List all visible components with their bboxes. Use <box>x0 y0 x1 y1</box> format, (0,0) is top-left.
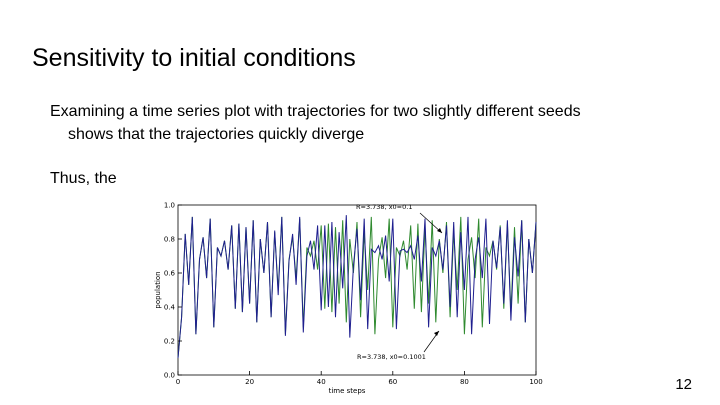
page-number: 12 <box>675 376 692 393</box>
bullet-text-2: Thus, the <box>50 170 117 187</box>
annotation-bottom: R=3.738, x0=0.1001 <box>357 353 426 361</box>
x-tick-label: 60 <box>388 378 397 386</box>
y-tick-label: 0.2 <box>164 338 175 346</box>
x-tick-label: 80 <box>460 378 469 386</box>
annotation-top-arrowhead <box>437 228 442 233</box>
time-series-figure: 0 20 40 60 80 100 0.0 0.2 0.4 0.6 0.8 1.0 time steps… <box>124 183 554 397</box>
time-series-chart: 0 20 40 60 80 100 0.0 0.2 0.4 0.6 0.8 1.0 time steps… <box>154 202 543 396</box>
x-axis-label: time steps <box>329 387 366 395</box>
plot-frame <box>177 204 537 376</box>
annotation-top: R=3.738, x0=0.1 <box>356 203 412 211</box>
x-tick-label: 20 <box>245 378 254 386</box>
x-tick-label: 100 <box>529 378 542 386</box>
annotation-bottom-arrowhead <box>434 331 439 336</box>
y-tick-label: 0.0 <box>164 372 175 380</box>
bullet-text-1-continued: shows that the trajectories quickly dive… <box>68 126 365 143</box>
y-tick-label: 1.0 <box>164 202 175 210</box>
bullet-text-1: Examining a time series plot with trajec… <box>50 103 581 120</box>
y-tick-label: 0.4 <box>164 304 176 312</box>
x-tick-label: 40 <box>317 378 326 386</box>
x-tick-label: 0 <box>176 378 180 386</box>
y-axis-label: population <box>154 271 162 308</box>
y-tick-label: 0.8 <box>164 236 175 244</box>
y-tick-label: 0.6 <box>164 270 176 278</box>
series-line-2 <box>177 215 537 359</box>
slide-title: Sensitivity to initial conditions <box>32 44 356 72</box>
